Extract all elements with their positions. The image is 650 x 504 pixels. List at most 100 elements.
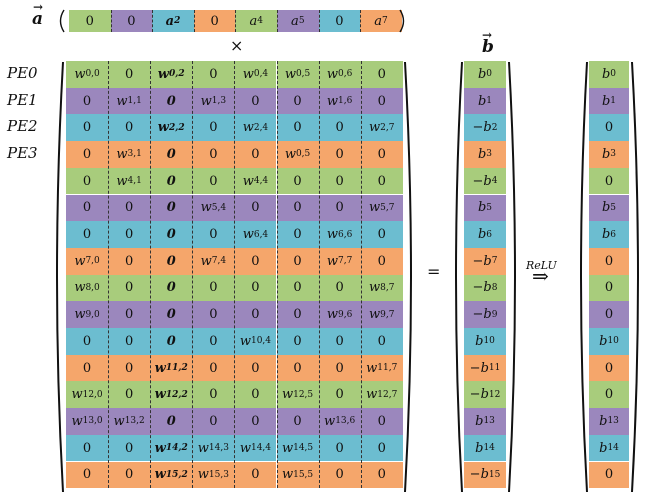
matrix-cell: w 0,6 [318,61,361,88]
result-vector-cell: 0 [589,167,629,195]
matrix-cell: 0 [360,408,403,435]
matrix-cell: w 1,1 [108,87,151,115]
pe-label: PE3 [7,144,38,163]
vector-b-cell: − b 12 [464,381,506,409]
column-divider [110,10,112,32]
matrix-cell: w 0,2 [150,61,193,88]
matrix-cell: 0 [192,408,235,435]
matrix-cell: 0 [66,461,109,489]
matrix-cell: 0 [108,301,151,328]
vector-arrow-icon: → [482,28,493,42]
matrix-cell: 0 [108,274,151,302]
vector-b-cell: − b 7 [464,247,506,275]
matrix-cell: 0 [234,381,277,409]
vector-b-cell: b 13 [464,408,506,435]
matrix-cell: w 15,2 [150,461,193,489]
column-divider [318,61,320,489]
matrix-cell: 0 [234,461,277,489]
matrix-cell: 0 [150,247,193,275]
matrix-right-paren [404,61,412,493]
vector-b-cell: b 14 [464,434,506,462]
vector-a-cell: 0 [318,10,361,32]
vector-a-cell: 0 [69,10,111,32]
result-vector-cell: 0 [589,247,629,275]
matrix-cell: w 9,0 [66,301,109,328]
column-divider [277,10,278,32]
matrix-cell: 0 [276,87,319,115]
column-divider [318,10,320,32]
matrix-cell: w 7,0 [66,247,109,275]
column-divider [193,10,195,32]
matrix-cell: 0 [234,354,277,382]
vector-b-cell: − b 15 [464,461,506,489]
matrix-cell: 0 [108,328,151,355]
vector-b-cell: − b 8 [464,274,506,302]
vector-b-cell: b 10 [464,328,506,355]
matrix-cell: 0 [192,381,235,409]
matrix-cell: 0 [360,434,403,462]
matrix-cell: w 14,5 [276,434,319,462]
matrix-cell: 0 [276,247,319,275]
vector-a-cell: 0 [110,10,153,32]
matrix-cell: 0 [150,328,193,355]
column-divider [235,10,237,32]
matrix-cell: w 1,6 [318,87,361,115]
matrix-cell: 0 [192,61,235,88]
vector-a-right-paren [399,9,405,33]
matrix-cell: 0 [108,194,151,222]
matrix-cell: w 0,0 [66,61,109,88]
matrix-cell: w 4,1 [108,167,151,195]
result-right-paren [631,61,639,493]
matrix-cell: 0 [108,434,151,462]
matrix-cell: 0 [66,114,109,142]
matrix-cell: 0 [66,354,109,382]
matrix-cell: 0 [276,274,319,302]
matrix-left-paren [56,61,64,493]
matrix-cell: 0 [150,408,193,435]
vector-a-label: → a [32,0,43,29]
matrix-cell: w 14,2 [150,434,193,462]
matrix-cell: 0 [192,167,235,195]
matrix-cell: 0 [66,167,109,195]
matrix-cell: 0 [192,114,235,142]
matrix-cell: 0 [360,61,403,88]
matrix-cell: 0 [360,461,403,489]
matrix-cell: 0 [234,247,277,275]
column-divider [234,61,236,489]
matrix-cell: 0 [108,461,151,489]
matrix-cell: 0 [276,328,319,355]
matrix-cell: 0 [276,354,319,382]
result-left-paren [580,61,588,493]
vector-b-cell: − b 11 [464,354,506,382]
vector-arrow-icon: → [33,0,44,14]
matrix-cell: w 0,5 [276,61,319,88]
matrix-cell: 0 [234,301,277,328]
matrix-cell: 0 [234,194,277,222]
vector-a-left-paren [59,9,65,33]
matrix-cell: 0 [192,354,235,382]
matrix-cell: w 11,7 [360,354,403,382]
matrix-cell: 0 [318,381,361,409]
matrix-cell: w 3,1 [108,141,151,168]
column-divider [276,61,278,489]
matrix-cell: w 0,5 [276,141,319,168]
matrix-cell: w 12,0 [66,381,109,409]
matrix-cell: 0 [318,434,361,462]
matrix-cell: 0 [150,141,193,168]
matrix-cell: w 6,4 [234,221,277,248]
vector-b-left-paren [455,61,463,493]
pe-label: PE0 [7,64,38,82]
matrix-cell: w 14,3 [192,434,235,462]
column-divider [192,61,194,489]
matrix-cell: 0 [276,301,319,328]
matrix-cell: 0 [108,61,151,88]
matrix-cell: 0 [318,461,361,489]
